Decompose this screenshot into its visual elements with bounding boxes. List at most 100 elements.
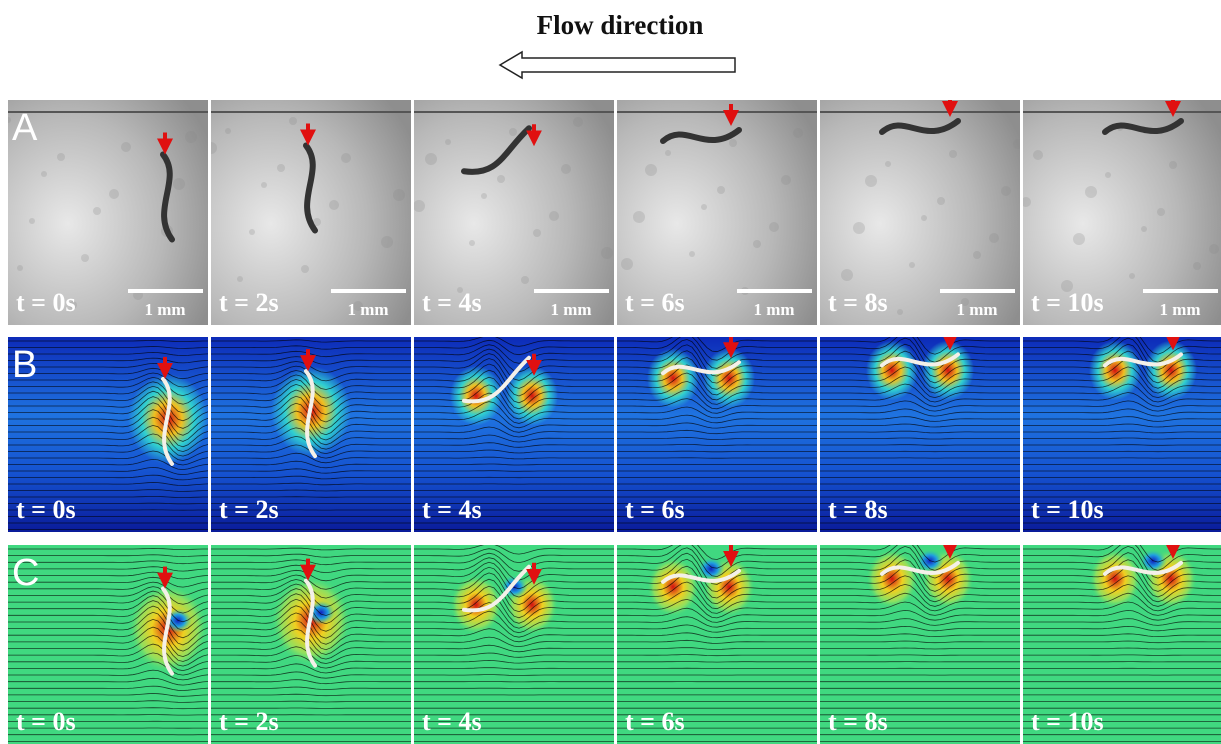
speck	[341, 153, 351, 163]
streamline	[820, 655, 1020, 656]
speck	[897, 309, 903, 315]
speck	[1013, 139, 1023, 149]
speck	[289, 117, 297, 125]
speck	[521, 276, 529, 284]
speck	[841, 269, 853, 281]
speck	[573, 117, 583, 127]
speck	[701, 204, 707, 210]
speck	[989, 233, 999, 243]
row-label: A	[12, 107, 38, 149]
speck	[5, 117, 11, 123]
speck	[717, 186, 725, 194]
speck	[909, 262, 915, 268]
speck	[753, 240, 761, 248]
speck	[1129, 273, 1135, 279]
speck	[225, 128, 231, 134]
speck	[633, 211, 645, 223]
scale-label: 1 mm	[753, 300, 794, 319]
speck	[445, 139, 451, 145]
hotspot	[1089, 549, 1141, 609]
speck	[769, 222, 779, 232]
figure: Flow direction t = 0s 1 mm t = 2s 1 mm t = 4…	[0, 0, 1221, 744]
hotspot	[703, 348, 755, 408]
speck	[509, 128, 517, 136]
row-label: C	[12, 552, 39, 594]
time-label: t = 4s	[422, 707, 482, 736]
hotspot	[647, 557, 699, 617]
speck	[109, 189, 119, 199]
speck	[561, 164, 571, 174]
time-label: t = 10s	[1031, 707, 1104, 736]
speck	[1033, 150, 1043, 160]
speck	[469, 240, 475, 246]
time-label: t = 0s	[16, 707, 76, 736]
speck	[261, 182, 267, 188]
speck	[81, 254, 89, 262]
speck	[645, 164, 657, 176]
speck	[1169, 161, 1177, 169]
speck	[689, 251, 695, 257]
speck	[793, 128, 803, 138]
time-label: t = 10s	[1031, 288, 1104, 317]
streamline	[211, 490, 411, 491]
speck	[885, 161, 891, 167]
flow-arrow	[500, 52, 735, 78]
streamline	[820, 438, 1020, 439]
speck	[41, 171, 47, 177]
time-label: t = 8s	[828, 288, 888, 317]
hotspot	[866, 340, 918, 400]
hotspot	[1089, 340, 1141, 400]
speck	[381, 236, 393, 248]
speck	[393, 189, 405, 201]
speck	[1021, 197, 1031, 207]
time-label: t = 6s	[625, 707, 685, 736]
speck	[1193, 262, 1201, 270]
time-label: t = 6s	[625, 288, 685, 317]
time-label: t = 2s	[219, 707, 279, 736]
speck	[781, 175, 791, 185]
time-label: t = 2s	[219, 495, 279, 524]
speck	[1157, 208, 1165, 216]
speck	[1141, 226, 1147, 232]
speck	[533, 229, 541, 237]
speck	[481, 193, 487, 199]
speck	[301, 265, 309, 273]
speck	[1073, 233, 1085, 245]
speck	[497, 175, 505, 183]
speck	[93, 207, 101, 215]
speck	[621, 258, 633, 270]
scale-label: 1 mm	[550, 300, 591, 319]
speck	[865, 175, 877, 187]
speck	[329, 200, 339, 210]
speck	[237, 276, 243, 282]
speck	[949, 150, 957, 158]
hotspot	[866, 549, 918, 609]
speck	[121, 142, 131, 152]
speck	[1209, 244, 1219, 254]
streamline	[820, 648, 1020, 649]
speck	[729, 139, 737, 147]
speck	[549, 211, 559, 221]
speck	[853, 222, 865, 234]
time-label: t = 2s	[219, 288, 279, 317]
speck	[277, 164, 285, 172]
scale-label: 1 mm	[956, 300, 997, 319]
speck	[57, 153, 65, 161]
speck	[425, 153, 437, 165]
figure-title: Flow direction	[537, 10, 704, 40]
speck	[17, 265, 23, 271]
scale-label: 1 mm	[144, 300, 185, 319]
speck	[173, 178, 185, 190]
row-label: B	[12, 344, 37, 386]
time-label: t = 6s	[625, 495, 685, 524]
scale-label: 1 mm	[347, 300, 388, 319]
streamline	[211, 701, 411, 702]
speck	[1105, 172, 1111, 178]
speck	[921, 215, 927, 221]
time-label: t = 8s	[828, 707, 888, 736]
streamline	[820, 445, 1020, 446]
time-label: t = 0s	[16, 495, 76, 524]
speck	[249, 229, 255, 235]
time-label: t = 0s	[16, 288, 76, 317]
speck	[973, 251, 981, 259]
